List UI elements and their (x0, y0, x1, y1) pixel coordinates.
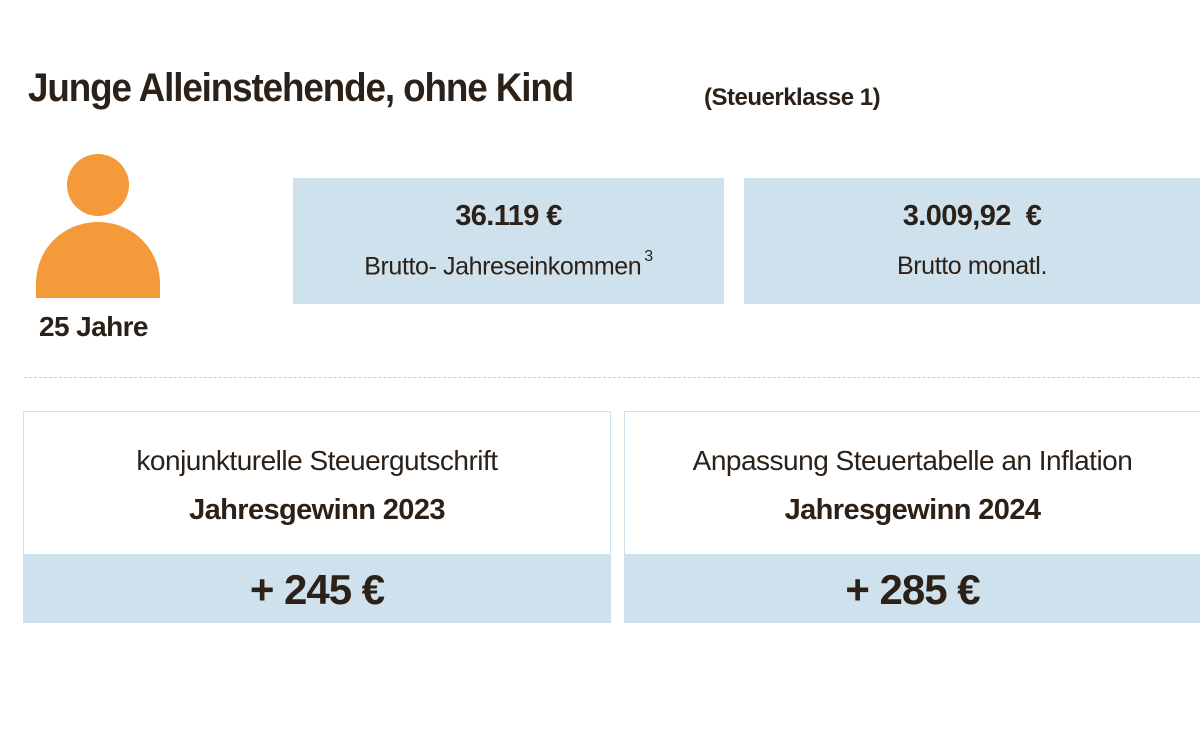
title-main: Junge Alleinstehende, ohne Kind (28, 66, 574, 110)
title-subtitle: (Steuerklasse 1) (704, 84, 881, 111)
card-amount-band: + 245 € (24, 554, 610, 622)
stat-label-text: Brutto- Jahreseinkommen (364, 252, 642, 281)
stat-value: 36.119 € (455, 200, 562, 232)
dashed-divider (24, 377, 1200, 378)
card-description: konjunkturelle Steuergutschrift (136, 445, 498, 476)
card-amount: + 245 € (249, 566, 385, 613)
footnote-marker: 3 (644, 248, 653, 265)
person-icon (36, 154, 160, 298)
stat-label: Brutto monatl. (896, 252, 1048, 280)
card-amount-band: + 285 € (625, 554, 1200, 622)
card-amount: + 285 € (845, 566, 980, 613)
stat-label: Brutto- Jahreseinkommen 3 (293, 248, 724, 281)
stat-box-monthly-income: 3.009,92 € Brutto monatl. (744, 178, 1200, 304)
page-title: Junge Alleinstehende, ohne Kind (28, 66, 621, 111)
stat-box-annual-income: 36.119 € Brutto- Jahreseinkommen 3 (293, 178, 724, 304)
card-title: Jahresgewinn 2023 (189, 494, 445, 526)
card-tax-credit-2023: konjunkturelle Steuergutschrift Jahresge… (23, 411, 611, 623)
card-description: Anpassung Steuertabelle an Inflation (692, 445, 1133, 476)
card-title: Jahresgewinn 2024 (784, 494, 1041, 526)
card-inflation-adjustment-2024: Anpassung Steuertabelle an Inflation Jah… (624, 411, 1200, 623)
person-body (36, 222, 160, 298)
person-head (67, 154, 129, 216)
age-label: 25 Jahre (39, 311, 148, 342)
stat-value: 3.009,92 € (902, 200, 1042, 232)
